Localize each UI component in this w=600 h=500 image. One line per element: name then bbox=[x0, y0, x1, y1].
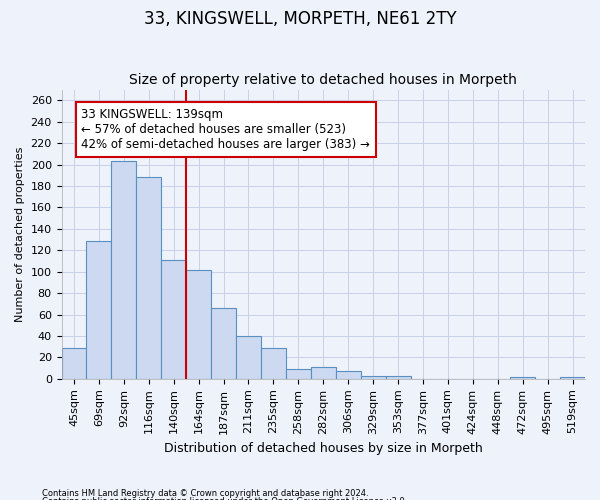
Text: 33 KINGSWELL: 139sqm
← 57% of detached houses are smaller (523)
42% of semi-deta: 33 KINGSWELL: 139sqm ← 57% of detached h… bbox=[82, 108, 370, 151]
Bar bbox=[236, 336, 261, 379]
Title: Size of property relative to detached houses in Morpeth: Size of property relative to detached ho… bbox=[130, 73, 517, 87]
Text: Contains public sector information licensed under the Open Government Licence v3: Contains public sector information licen… bbox=[42, 497, 407, 500]
Bar bbox=[86, 240, 112, 379]
Bar bbox=[336, 372, 361, 379]
X-axis label: Distribution of detached houses by size in Morpeth: Distribution of detached houses by size … bbox=[164, 442, 482, 455]
Bar bbox=[62, 348, 86, 379]
Bar bbox=[361, 376, 386, 379]
Bar bbox=[311, 367, 336, 379]
Bar bbox=[112, 162, 136, 379]
Y-axis label: Number of detached properties: Number of detached properties bbox=[15, 146, 25, 322]
Bar bbox=[186, 270, 211, 379]
Bar bbox=[261, 348, 286, 379]
Bar bbox=[136, 178, 161, 379]
Text: 33, KINGSWELL, MORPETH, NE61 2TY: 33, KINGSWELL, MORPETH, NE61 2TY bbox=[143, 10, 457, 28]
Bar bbox=[286, 369, 311, 379]
Bar bbox=[560, 376, 585, 379]
Bar bbox=[386, 376, 410, 379]
Bar bbox=[161, 260, 186, 379]
Bar bbox=[211, 308, 236, 379]
Text: Contains HM Land Registry data © Crown copyright and database right 2024.: Contains HM Land Registry data © Crown c… bbox=[42, 488, 368, 498]
Bar bbox=[510, 376, 535, 379]
